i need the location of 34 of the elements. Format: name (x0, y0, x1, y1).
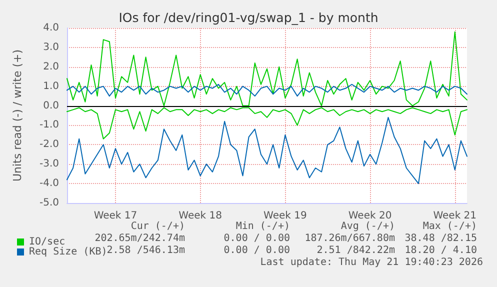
y-tick-label: -2.0 (39, 139, 59, 150)
y-tick-label: -1.0 (39, 120, 59, 131)
text: 38.48 /82.15 (404, 233, 477, 244)
legend-label: Req Size (KB) (29, 246, 108, 258)
text: Last update: Thu May 21 19:40:23 2026 (260, 257, 483, 268)
text: 18.20 / 4.10 (404, 245, 477, 256)
line-series (66, 84, 468, 97)
y-tick-label: 3.0 (43, 42, 59, 53)
text: Min (-/+) (236, 221, 290, 232)
y-tick-label: -5.0 (39, 198, 59, 208)
text: 202.65m/242.74m (94, 233, 185, 244)
y-tick-label: 4.0 (43, 22, 59, 34)
text: 187.26m/667.80m (304, 233, 395, 244)
text: 2.51 /842.22m (316, 245, 395, 256)
x-tick-label: Week 21 (433, 210, 477, 222)
x-tick-label: Week 19 (264, 210, 307, 222)
x-tick-label: Week 20 (348, 210, 392, 222)
text: 0.00 / 0.00 (224, 233, 290, 244)
x-tick-label: Week 18 (178, 210, 222, 222)
y-axis-title: Units read (-) / write (+) (11, 49, 24, 182)
text: Avg (-/+) (340, 221, 395, 232)
chart-title: IOs for /dev/ring01-vg/swap_1 - by month (118, 10, 378, 25)
y-tick-label: 2.0 (43, 61, 59, 72)
x-tick-label: Week 17 (94, 210, 138, 222)
text: Cur (-/+) (130, 221, 185, 232)
y-tick-label: 0.0 (43, 100, 59, 112)
text: Max (-/+) (422, 221, 477, 232)
y-tick-label: -3.0 (39, 158, 59, 170)
y-tick-label: 1.0 (43, 80, 59, 92)
line-series (66, 116, 468, 184)
text: 0.00 / 0.00 (224, 245, 290, 256)
text: 2.58 /546.13m (106, 245, 185, 256)
legend-label: IO/sec (29, 236, 66, 248)
y-tick-label: -4.0 (39, 178, 59, 190)
